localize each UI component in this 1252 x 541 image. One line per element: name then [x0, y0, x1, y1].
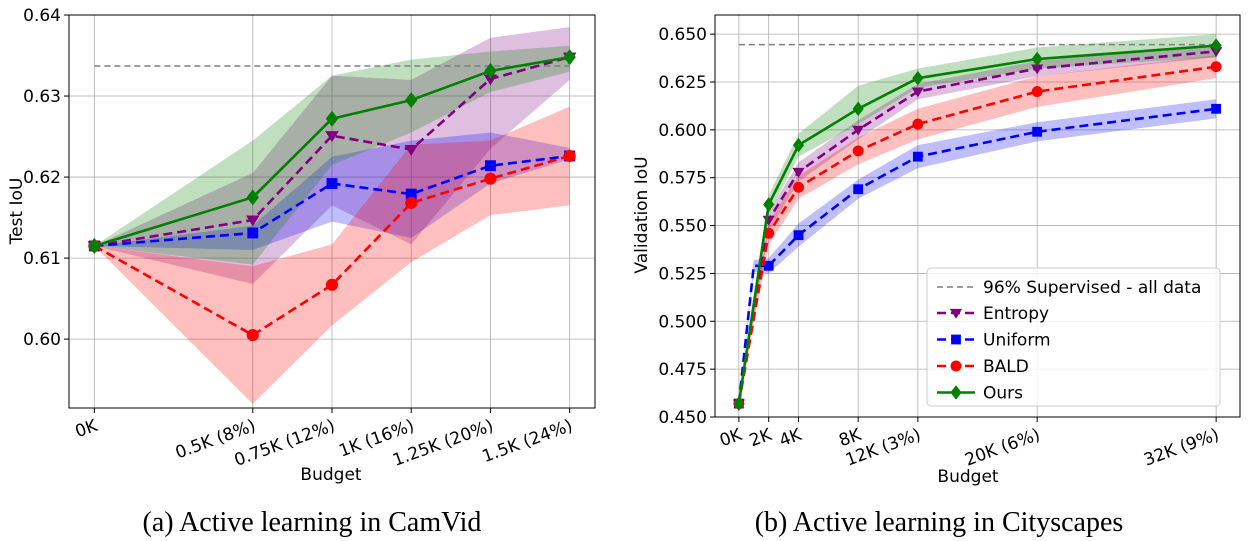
data-point-bald [563, 149, 576, 163]
y-tick-label: 0.450 [658, 408, 707, 428]
legend: 96% Supervised - all data Entropy Uniform B… [926, 267, 1221, 407]
legend-marker-uniform [951, 334, 961, 345]
data-point-ours [792, 137, 805, 153]
legend-marker-ours [950, 385, 962, 400]
confidence-band-entropy [94, 27, 570, 285]
plot-frame-cityscapes [714, 14, 1241, 418]
data-point-bald [1210, 61, 1222, 73]
y-tick-label: 0.625 [658, 73, 707, 93]
data-point-ours [733, 396, 745, 411]
legend-label-reference: 96% Supervised - all data [983, 278, 1201, 298]
confidence-band-bald [94, 106, 570, 404]
data-point-bald [793, 181, 804, 193]
x-tick-label: 1.5K (24%) [480, 416, 576, 467]
data-point-entropy [325, 131, 339, 143]
y-tick-label: 0.575 [658, 169, 707, 189]
y-axis-label-camvid: Test IoU [7, 178, 27, 246]
caption-cityscapes: (b) Active learning in Cityscapes [755, 507, 1124, 538]
series-line-uniform [94, 154, 570, 248]
legend-box [926, 267, 1221, 407]
series-line-entropy [94, 55, 570, 248]
confidence-band-bald [738, 55, 1217, 404]
y-tick-label: 0.600 [658, 121, 707, 141]
x-tick-label: 4K [777, 425, 805, 452]
data-point-entropy [404, 144, 418, 156]
data-point-bald [1031, 86, 1043, 98]
data-point-uniform [793, 230, 804, 241]
data-point-ours [246, 189, 259, 206]
data-point-uniform [853, 184, 864, 195]
y-tick-label: 0.550 [658, 217, 707, 237]
panel-camvid: 0.60 0.61 0.62 0.63 0.64 0K 0.5K (8%)0.75K (1… [7, 6, 596, 538]
data-point-ours [88, 237, 101, 254]
x-tick-label: 20K (6%) [962, 425, 1043, 471]
y-ticks-camvid: 0.60 0.61 0.62 0.63 0.64 [23, 6, 69, 350]
data-point-ours [563, 49, 576, 66]
y-tick-label: 0.63 [23, 87, 61, 107]
y-ticks-cityscapes: 0.450 0.475 0.500 0.525 0.550 0.575 0.600 0.625… [658, 25, 715, 428]
data-point-ours [852, 101, 864, 117]
data-point-bald [325, 278, 339, 291]
data-point-ours [405, 92, 418, 109]
x-axis-label-cityscapes: Budget [937, 467, 998, 487]
data-point-bald [246, 328, 259, 342]
series-cityscapes [732, 38, 1223, 411]
data-point-bald [484, 172, 497, 185]
y-tick-label: 0.60 [23, 330, 61, 350]
grid-camvid [69, 14, 595, 408]
y-tick-label: 0.62 [23, 168, 61, 188]
y-tick-label: 0.64 [23, 6, 61, 26]
y-axis-label-cityscapes: Validation IoU [632, 156, 652, 273]
data-point-uniform [1032, 126, 1043, 137]
data-point-uniform [912, 151, 923, 162]
data-point-ours [484, 62, 497, 79]
data-point-ours [912, 70, 924, 86]
legend-label-ours: Ours [983, 384, 1023, 404]
x-tick-label: 2K [747, 425, 775, 452]
legend-label-uniform: Uniform [983, 331, 1051, 351]
series-camvid [87, 49, 577, 342]
caption-camvid: (a) Active learning in CamVid [143, 507, 482, 538]
data-point-entropy [792, 167, 805, 178]
data-point-uniform [763, 260, 774, 271]
data-point-uniform [1211, 103, 1222, 114]
legend-label-bald: BALD [983, 357, 1029, 377]
data-point-ours [1210, 38, 1222, 53]
panel-cityscapes: 0.450 0.475 0.500 0.525 0.550 0.575 0.600 0.625… [632, 14, 1241, 538]
data-point-entropy [911, 87, 924, 98]
data-point-uniform [484, 160, 496, 172]
y-tick-label: 0.500 [658, 312, 707, 332]
data-point-bald [405, 196, 418, 210]
data-point-uniform [326, 178, 338, 189]
confidence-band-uniform [94, 132, 570, 250]
y-tick-label: 0.61 [23, 249, 61, 269]
x-tick-label: 32K (9%) [1141, 425, 1222, 471]
series-line-uniform [737, 107, 1217, 404]
legend-label-entropy: Entropy [983, 304, 1049, 324]
x-tick-label: 0K [717, 425, 745, 452]
x-tick-label: 0K [73, 416, 101, 443]
y-tick-label: 0.475 [658, 360, 707, 380]
data-point-bald [912, 118, 924, 130]
x-axis-label-camvid: Budget [300, 465, 361, 485]
data-point-ours [325, 110, 339, 127]
legend-marker-entropy [949, 308, 963, 319]
y-tick-label: 0.525 [658, 264, 707, 284]
data-point-entropy [246, 215, 260, 227]
data-point-entropy [852, 125, 865, 136]
y-tick-label: 0.650 [658, 25, 707, 45]
legend-marker-bald [950, 360, 962, 372]
data-point-ours [1031, 51, 1043, 67]
x-ticks-camvid: 0K 0.5K (8%)0.75K (12%)1K (16%)1.25K (20%… [73, 408, 576, 471]
series-line-ours [93, 55, 570, 248]
data-point-uniform [247, 227, 259, 239]
legend-entries: 96% Supervised - all data Entropy Uniform B… [937, 278, 1201, 404]
data-point-ours [763, 197, 775, 212]
data-point-bald [852, 145, 864, 157]
